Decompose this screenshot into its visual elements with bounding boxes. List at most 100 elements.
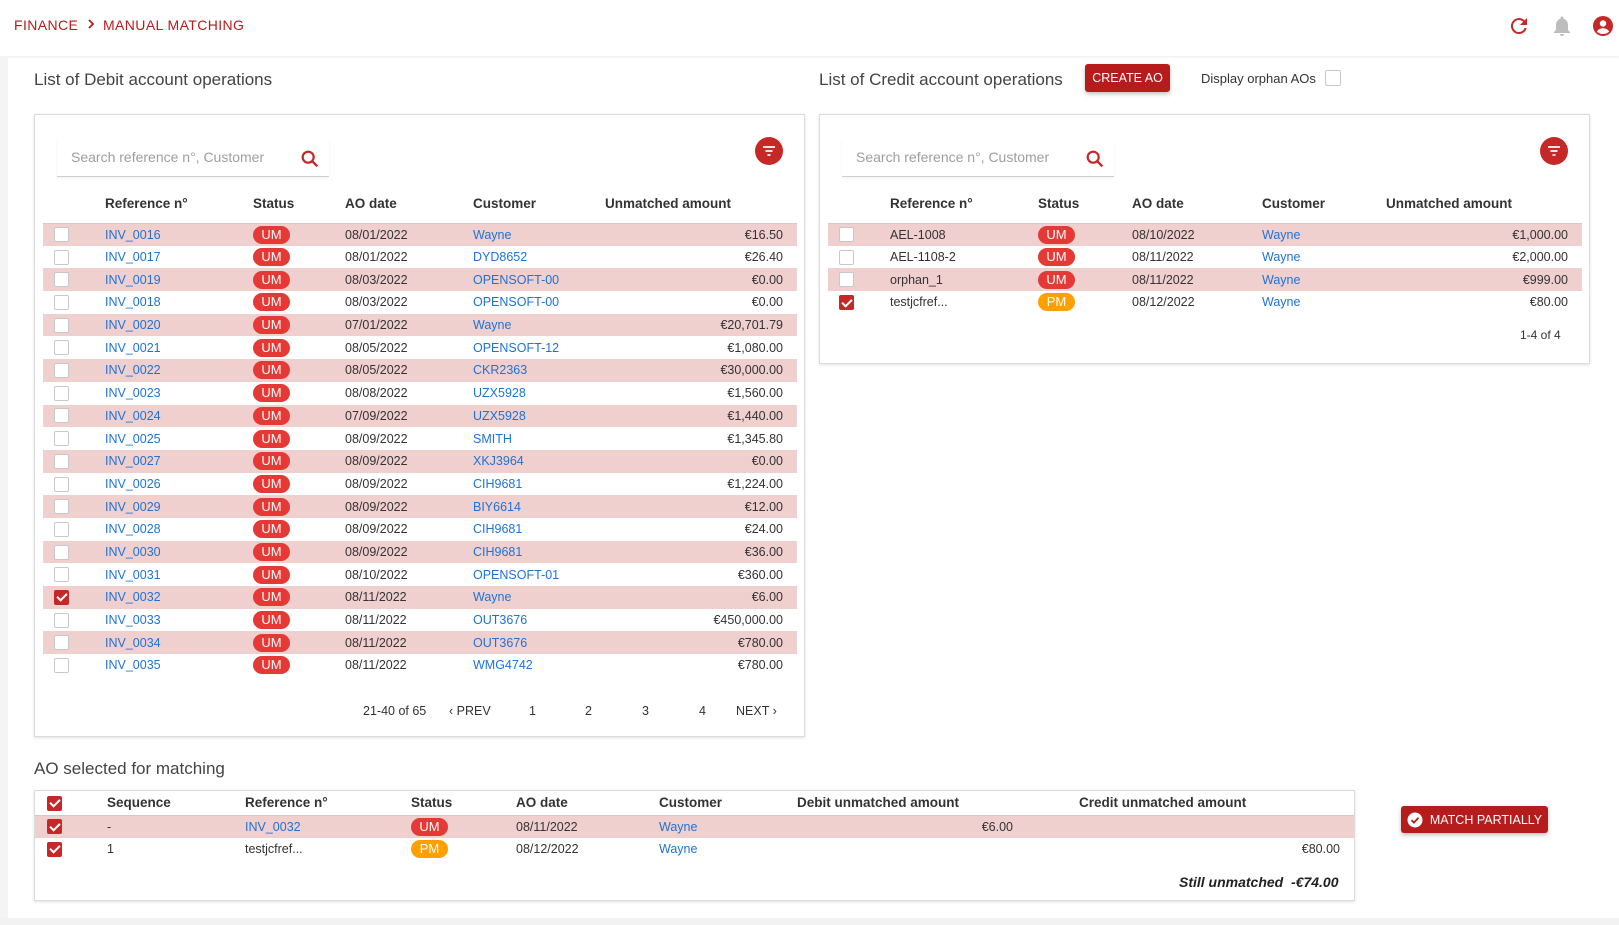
debit-col-amount[interactable]: Unmatched amount xyxy=(605,185,797,224)
debit-row[interactable]: INV_0034 UM 08/11/2022 OUT3676 €780.00 xyxy=(43,631,797,655)
credit-filter-button[interactable] xyxy=(1540,137,1568,165)
debit-prev-button[interactable]: ‹ PREV xyxy=(449,704,491,718)
customer-link[interactable]: WMG4742 xyxy=(473,658,533,673)
credit-search-input[interactable] xyxy=(856,149,1066,165)
row-select-cell[interactable] xyxy=(43,291,105,314)
search-icon[interactable] xyxy=(1084,148,1106,170)
reference-link[interactable]: INV_0016 xyxy=(105,227,161,242)
reference-link[interactable]: INV_0032 xyxy=(105,590,161,605)
select-all-checkbox[interactable] xyxy=(47,795,62,811)
row-checkbox[interactable] xyxy=(54,385,69,401)
customer-link[interactable]: Wayne xyxy=(1262,272,1301,287)
row-checkbox[interactable] xyxy=(54,544,69,560)
debit-col-ref[interactable]: Reference n° xyxy=(105,185,253,224)
row-checkbox[interactable] xyxy=(54,227,69,243)
credit-row[interactable]: AEL-1008 UM 08/10/2022 Wayne €1,000.00 xyxy=(828,223,1582,246)
row-select-cell[interactable] xyxy=(43,246,105,269)
row-checkbox[interactable] xyxy=(54,249,69,265)
credit-row[interactable]: orphan_1 UM 08/11/2022 Wayne €999.00 xyxy=(828,268,1582,292)
reference-link[interactable]: INV_0026 xyxy=(105,476,161,491)
reference-link[interactable]: INV_0021 xyxy=(105,340,161,355)
customer-link[interactable]: OUT3676 xyxy=(473,613,528,628)
customer-link[interactable]: Wayne xyxy=(473,227,512,242)
customer-link[interactable]: Wayne xyxy=(659,842,698,857)
row-select-cell[interactable] xyxy=(43,540,105,564)
row-select-cell[interactable] xyxy=(828,291,890,314)
row-checkbox[interactable] xyxy=(54,363,69,379)
customer-link[interactable]: XKJ3964 xyxy=(473,454,524,469)
debit-row[interactable]: INV_0019 UM 08/03/2022 OPENSOFT-00 €0.00 xyxy=(43,268,797,292)
customer-link[interactable]: CIH9681 xyxy=(473,522,523,537)
debit-row[interactable]: INV_0025 UM 08/09/2022 SMITH €1,345.80 xyxy=(43,427,797,450)
debit-row[interactable]: INV_0035 UM 08/11/2022 WMG4742 €780.00 xyxy=(43,654,797,677)
debit-row[interactable]: INV_0020 UM 07/01/2022 Wayne €20,701.79 xyxy=(43,313,797,337)
customer-link[interactable]: Wayne xyxy=(473,590,512,605)
match-partially-button[interactable]: MATCH PARTIALLY xyxy=(1401,806,1548,833)
customer-link[interactable]: UZX5928 xyxy=(473,408,526,423)
customer-link[interactable]: Wayne xyxy=(1262,295,1301,310)
reference-link[interactable]: INV_0017 xyxy=(105,250,161,265)
customer-link[interactable]: OPENSOFT-00 xyxy=(473,295,560,310)
reference-link[interactable]: INV_0033 xyxy=(105,613,161,628)
debit-search-input[interactable] xyxy=(71,149,281,165)
reference-link[interactable]: INV_0032 xyxy=(245,819,301,834)
row-select-cell[interactable] xyxy=(43,609,105,632)
selected-row[interactable]: 1 testjcfref... PM 08/12/2022 Wayne €80.00 xyxy=(35,838,1354,861)
row-checkbox[interactable] xyxy=(54,295,69,310)
reference-link[interactable]: INV_0034 xyxy=(105,635,161,650)
row-select-cell[interactable] xyxy=(828,223,890,246)
debit-filter-button[interactable] xyxy=(755,137,783,165)
credit-row[interactable]: testjcfref... PM 08/12/2022 Wayne €80.00 xyxy=(828,291,1582,314)
debit-row[interactable]: INV_0017 UM 08/01/2022 DYD8652 €26.40 xyxy=(43,246,797,269)
row-select-cell[interactable] xyxy=(43,631,105,655)
customer-link[interactable]: Wayne xyxy=(473,318,512,333)
debit-row[interactable]: INV_0030 UM 08/09/2022 CIH9681 €36.00 xyxy=(43,540,797,564)
row-checkbox[interactable] xyxy=(54,453,69,469)
reference-link[interactable]: INV_0020 xyxy=(105,318,161,333)
debit-row[interactable]: INV_0022 UM 08/05/2022 CKR2363 €30,000.00 xyxy=(43,359,797,382)
customer-link[interactable]: BIY6614 xyxy=(473,499,521,514)
customer-link[interactable]: Wayne xyxy=(1262,227,1301,242)
reference-link[interactable]: INV_0025 xyxy=(105,431,161,446)
debit-row[interactable]: INV_0026 UM 08/09/2022 CIH9681 €1,224.00 xyxy=(43,473,797,496)
row-checkbox[interactable] xyxy=(54,612,69,628)
row-select-cell[interactable] xyxy=(35,815,107,838)
row-select-cell[interactable] xyxy=(43,336,105,359)
debit-row[interactable]: INV_0028 UM 08/09/2022 CIH9681 €24.00 xyxy=(43,518,797,541)
row-select-cell[interactable] xyxy=(43,654,105,677)
debit-col-date[interactable]: AO date xyxy=(345,185,473,224)
row-checkbox[interactable] xyxy=(54,658,69,673)
row-checkbox[interactable] xyxy=(47,841,62,857)
debit-row[interactable]: INV_0029 UM 08/09/2022 BIY6614 €12.00 xyxy=(43,495,797,518)
customer-link[interactable]: Wayne xyxy=(659,819,698,834)
credit-col-status[interactable]: Status xyxy=(1038,185,1132,224)
row-checkbox[interactable] xyxy=(54,340,69,356)
row-select-cell[interactable] xyxy=(43,586,105,609)
reference-link[interactable]: INV_0019 xyxy=(105,272,161,287)
row-select-cell[interactable] xyxy=(43,404,105,428)
row-checkbox[interactable] xyxy=(54,635,69,651)
bell-icon[interactable] xyxy=(1550,14,1574,38)
credit-col-date[interactable]: AO date xyxy=(1132,185,1262,224)
row-select-cell[interactable] xyxy=(828,246,890,269)
debit-page-1[interactable]: 1 xyxy=(529,704,536,718)
row-checkbox[interactable] xyxy=(839,227,854,243)
row-select-cell[interactable] xyxy=(43,473,105,496)
customer-link[interactable]: CIH9681 xyxy=(473,476,523,491)
row-checkbox[interactable] xyxy=(839,249,854,265)
reference-link[interactable]: INV_0030 xyxy=(105,544,161,559)
row-select-cell[interactable] xyxy=(43,495,105,518)
credit-col-amount[interactable]: Unmatched amount xyxy=(1386,185,1582,224)
reference-link[interactable]: INV_0031 xyxy=(105,567,161,582)
row-select-cell[interactable] xyxy=(43,449,105,473)
row-checkbox[interactable] xyxy=(54,431,69,447)
search-icon[interactable] xyxy=(299,148,321,170)
refresh-icon[interactable] xyxy=(1507,14,1531,38)
row-checkbox[interactable] xyxy=(839,295,854,310)
row-select-cell[interactable] xyxy=(43,563,105,586)
row-select-cell[interactable] xyxy=(35,838,107,861)
row-select-cell[interactable] xyxy=(43,518,105,541)
debit-page-2[interactable]: 2 xyxy=(585,704,592,718)
customer-link[interactable]: Wayne xyxy=(1262,250,1301,265)
orphan-checkbox[interactable] xyxy=(1325,70,1341,86)
